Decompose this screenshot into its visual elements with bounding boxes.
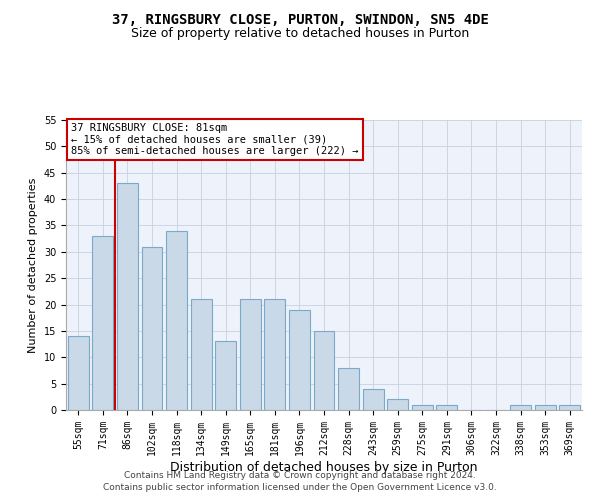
Bar — [68, 336, 89, 410]
Text: Size of property relative to detached houses in Purton: Size of property relative to detached ho… — [131, 28, 469, 40]
Bar — [436, 404, 457, 410]
Bar — [215, 342, 236, 410]
Text: Contains HM Land Registry data © Crown copyright and database right 2024.: Contains HM Land Registry data © Crown c… — [124, 471, 476, 480]
Bar — [387, 400, 408, 410]
Bar — [510, 404, 531, 410]
Bar — [338, 368, 359, 410]
Bar — [240, 300, 261, 410]
Bar — [535, 404, 556, 410]
Text: 37 RINGSBURY CLOSE: 81sqm
← 15% of detached houses are smaller (39)
85% of semi-: 37 RINGSBURY CLOSE: 81sqm ← 15% of detac… — [71, 123, 359, 156]
Bar — [314, 331, 334, 410]
Bar — [117, 184, 138, 410]
Bar — [166, 230, 187, 410]
Bar — [191, 300, 212, 410]
Bar — [412, 404, 433, 410]
X-axis label: Distribution of detached houses by size in Purton: Distribution of detached houses by size … — [170, 460, 478, 473]
Text: Contains public sector information licensed under the Open Government Licence v3: Contains public sector information licen… — [103, 484, 497, 492]
Bar — [92, 236, 113, 410]
Bar — [362, 389, 383, 410]
Y-axis label: Number of detached properties: Number of detached properties — [28, 178, 38, 352]
Bar — [559, 404, 580, 410]
Bar — [142, 246, 163, 410]
Bar — [289, 310, 310, 410]
Text: 37, RINGSBURY CLOSE, PURTON, SWINDON, SN5 4DE: 37, RINGSBURY CLOSE, PURTON, SWINDON, SN… — [112, 12, 488, 26]
Bar — [265, 300, 286, 410]
